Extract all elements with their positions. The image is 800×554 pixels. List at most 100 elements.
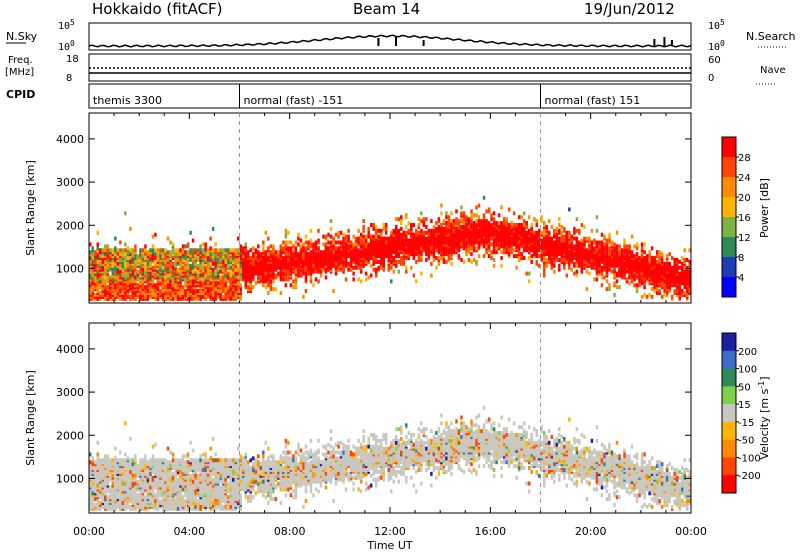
velocity-cell bbox=[151, 475, 155, 480]
power-cell bbox=[211, 261, 215, 266]
power-cell bbox=[186, 250, 190, 255]
power-cell bbox=[89, 281, 92, 286]
power-cell bbox=[352, 271, 355, 276]
power-cell bbox=[264, 271, 268, 276]
power-cell bbox=[236, 236, 240, 241]
power-cell bbox=[104, 281, 107, 286]
power-cell bbox=[367, 226, 370, 231]
power-cell bbox=[377, 265, 380, 270]
power-cell bbox=[688, 289, 691, 294]
power-cell bbox=[482, 254, 486, 259]
power-cell bbox=[214, 242, 217, 247]
power-cell bbox=[680, 271, 684, 276]
station-title: Hokkaido (fitACF) bbox=[92, 0, 223, 18]
power-cell bbox=[570, 267, 574, 272]
power-cell bbox=[490, 242, 493, 247]
power-cell bbox=[191, 269, 195, 274]
power-cell bbox=[415, 259, 418, 264]
power-cell bbox=[558, 244, 561, 249]
power-cell bbox=[460, 224, 463, 229]
power-cell bbox=[543, 221, 546, 226]
power-cell bbox=[294, 250, 298, 255]
power-cell bbox=[395, 230, 398, 235]
power-cell bbox=[282, 277, 285, 282]
power-cell bbox=[605, 246, 609, 251]
power-cell bbox=[460, 211, 463, 216]
power-cell bbox=[490, 223, 493, 227]
power-cell bbox=[131, 279, 135, 284]
power-cell bbox=[497, 213, 501, 218]
power-cell bbox=[563, 265, 566, 270]
power-cell bbox=[186, 242, 190, 247]
power-cell bbox=[575, 273, 579, 278]
velocity-cell bbox=[154, 466, 157, 471]
colorbar-swatch bbox=[722, 237, 736, 258]
power-cell bbox=[257, 250, 260, 255]
power-cell bbox=[510, 246, 513, 251]
power-cell bbox=[201, 242, 205, 247]
power-cell bbox=[332, 250, 335, 255]
power-cell bbox=[294, 281, 298, 286]
velocity-cell bbox=[119, 458, 122, 463]
power-cell bbox=[500, 256, 503, 261]
velocity-cell bbox=[116, 458, 120, 463]
power-cell bbox=[585, 248, 589, 253]
power-cell bbox=[302, 256, 305, 261]
power-cell bbox=[623, 238, 626, 243]
power-cell bbox=[450, 211, 453, 216]
power-cell bbox=[407, 238, 411, 243]
power-heatmap bbox=[89, 195, 691, 301]
power-cell bbox=[309, 228, 313, 233]
power-cell bbox=[543, 273, 546, 278]
power-cell bbox=[412, 232, 416, 237]
power-cell bbox=[262, 283, 265, 288]
power-cell bbox=[96, 242, 100, 247]
power-cell bbox=[377, 259, 380, 264]
power-cell bbox=[558, 257, 561, 262]
velocity-cell bbox=[114, 477, 117, 482]
power-cell bbox=[106, 257, 110, 262]
power-cell bbox=[297, 267, 300, 272]
power-cell bbox=[344, 234, 348, 239]
power-cell bbox=[327, 246, 330, 251]
power-cell bbox=[289, 250, 293, 255]
power-cell bbox=[395, 236, 398, 241]
power-cell bbox=[387, 265, 390, 270]
power-cell bbox=[269, 244, 273, 249]
power-cell bbox=[512, 254, 516, 259]
power-cell bbox=[377, 234, 380, 239]
power-cell bbox=[129, 226, 132, 231]
power-cell bbox=[397, 228, 401, 233]
power-cell bbox=[673, 261, 676, 266]
power-cell bbox=[159, 289, 162, 294]
power-cell bbox=[537, 232, 541, 237]
power-cell bbox=[121, 291, 125, 296]
power-cell bbox=[324, 275, 328, 280]
power-cell bbox=[319, 273, 323, 278]
velocity-cell bbox=[141, 464, 145, 469]
velocity-cell bbox=[114, 456, 117, 461]
power-cell bbox=[269, 250, 273, 255]
power-cell bbox=[244, 277, 248, 282]
power-cell bbox=[89, 242, 92, 247]
power-cell bbox=[643, 285, 646, 290]
power-cell bbox=[374, 228, 378, 233]
velocity-cell bbox=[131, 501, 135, 506]
power-cell bbox=[655, 259, 659, 264]
velocity-cell bbox=[146, 485, 150, 490]
power-cell bbox=[495, 246, 498, 251]
power-cell bbox=[683, 248, 686, 253]
velocity-cell bbox=[89, 491, 92, 496]
power-cell bbox=[502, 224, 506, 229]
power-cell bbox=[537, 263, 541, 268]
power-cell bbox=[342, 250, 345, 255]
velocity-cell bbox=[96, 499, 100, 504]
power-cell bbox=[620, 252, 624, 257]
power-cell bbox=[304, 240, 308, 245]
velocity-cell bbox=[139, 479, 142, 484]
power-cell bbox=[364, 234, 368, 239]
power-cell bbox=[615, 285, 619, 290]
power-cell bbox=[635, 246, 639, 251]
velocity-cell bbox=[119, 467, 122, 472]
power-cell bbox=[342, 232, 345, 237]
